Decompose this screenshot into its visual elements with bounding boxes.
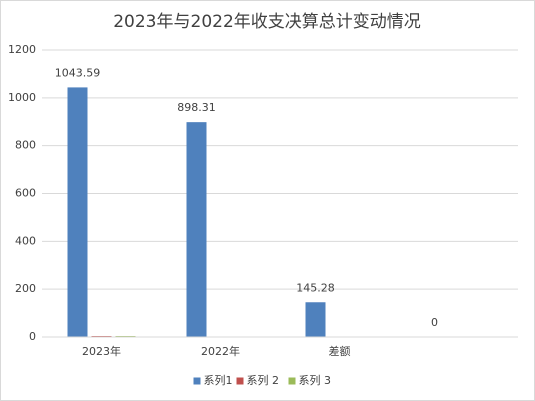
data-label: 145.28 <box>296 281 335 294</box>
y-tick-label: 800 <box>15 139 36 152</box>
legend-swatch <box>236 377 244 385</box>
data-label: 1043.59 <box>55 66 101 79</box>
x-tick-label: 差额 <box>329 344 351 358</box>
legend-swatch <box>288 377 296 385</box>
y-tick-label: 0 <box>29 330 36 343</box>
legend-label: 系列 2 <box>247 373 280 387</box>
legend-label: 系列1 <box>204 373 233 387</box>
legend-swatch <box>193 377 201 385</box>
legend-label: 系列 3 <box>299 373 332 387</box>
y-tick-label: 600 <box>15 187 36 200</box>
y-tick-label: 400 <box>15 234 36 247</box>
bar <box>305 302 326 337</box>
x-tick-label: 2022年 <box>201 344 240 358</box>
data-label: 898.31 <box>177 101 216 114</box>
bar <box>67 87 88 338</box>
x-tick-label: 2023年 <box>82 344 121 358</box>
bar <box>186 122 207 337</box>
chart-title: 2023年与2022年收支决算总计变动情况 <box>113 12 421 32</box>
y-tick-label: 1200 <box>8 43 36 56</box>
data-label: 0 <box>431 316 438 329</box>
y-tick-label: 200 <box>15 282 36 295</box>
y-tick-label: 1000 <box>8 91 36 104</box>
